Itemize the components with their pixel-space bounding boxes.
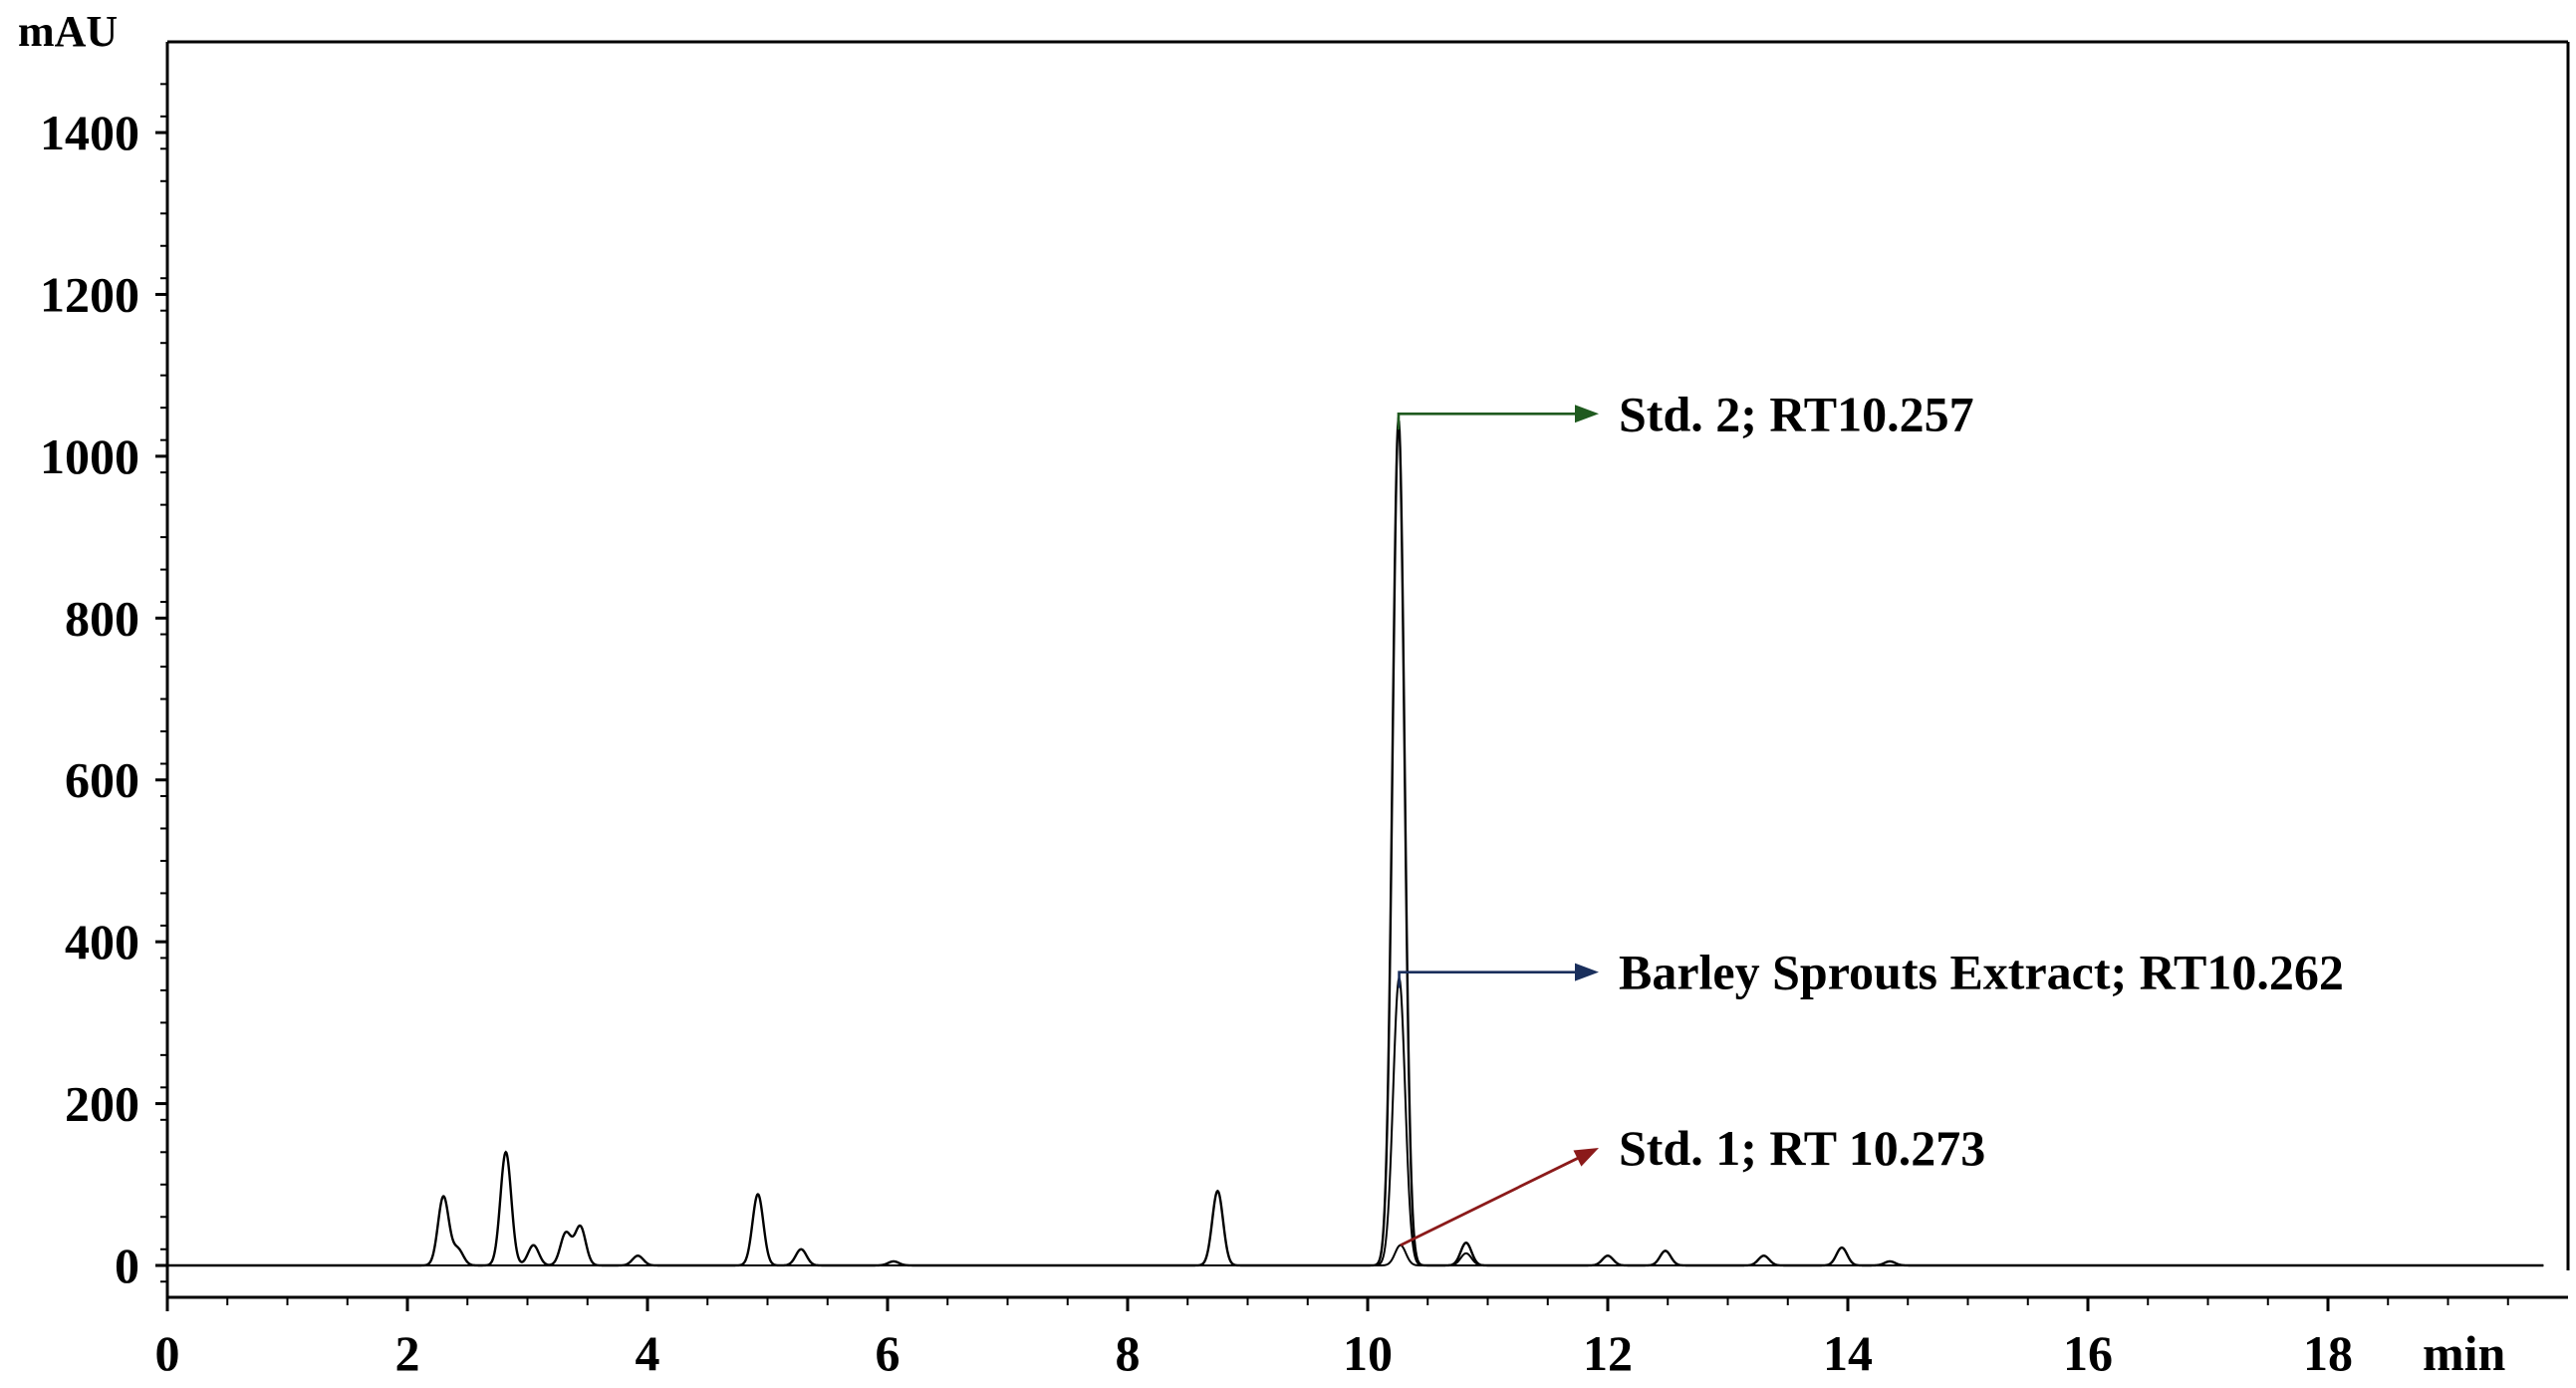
x-tick-label: 10 <box>1343 1325 1393 1381</box>
series-trace-2 <box>167 976 2544 1266</box>
minor-ticks <box>160 83 2509 1305</box>
series-layer <box>167 416 2544 1267</box>
x-axis-unit: min <box>2423 1325 2506 1381</box>
y-tick-label: 1000 <box>40 428 139 484</box>
y-tick-label: 1200 <box>40 266 139 322</box>
y-tick-label: 800 <box>65 590 139 646</box>
annotation-arrowhead <box>1575 405 1599 423</box>
y-axis-unit: mAU <box>18 7 118 56</box>
x-tick-label: 8 <box>1116 1325 1141 1381</box>
y-tick-label: 0 <box>115 1238 139 1293</box>
x-tick-label: 18 <box>2303 1325 2353 1381</box>
x-tick-label: 4 <box>636 1325 660 1381</box>
y-tick-label: 600 <box>65 752 139 808</box>
annotation-leader-line <box>1400 1155 1582 1247</box>
x-axis-ticks: 0 2 4 6 8 10 12 14 16 18 <box>155 1297 2353 1381</box>
annotation-layer: Std. 2; RT10.257 Barley Sprouts Extract; … <box>1397 386 2344 1247</box>
annotation-leader-line <box>1398 971 1579 988</box>
annotation-leader-line <box>1397 412 1579 430</box>
x-tick-label: 0 <box>155 1325 180 1381</box>
x-tick-label: 12 <box>1583 1325 1633 1381</box>
y-tick-label: 400 <box>65 914 139 970</box>
x-tick-label: 2 <box>395 1325 420 1381</box>
y-tick-label: 1400 <box>40 105 139 160</box>
annotation-arrowhead <box>1573 1148 1599 1167</box>
annotation-label: Barley Sprouts Extract; RT10.262 <box>1619 945 2344 1000</box>
annotation-label: Std. 2; RT10.257 <box>1619 386 1974 441</box>
annotation-arrowhead <box>1575 963 1599 981</box>
x-tick-label: 14 <box>1823 1325 1873 1381</box>
annotation-label: Std. 1; RT 10.273 <box>1619 1120 1985 1176</box>
y-tick-label: 200 <box>65 1076 139 1132</box>
x-tick-label: 6 <box>876 1325 901 1381</box>
x-tick-label: 16 <box>2063 1325 2113 1381</box>
series-trace-3 <box>167 1244 2544 1266</box>
y-axis-ticks: 0 200 400 600 800 1000 1200 1400 <box>40 105 167 1293</box>
series-trace-1 <box>167 416 2544 1267</box>
